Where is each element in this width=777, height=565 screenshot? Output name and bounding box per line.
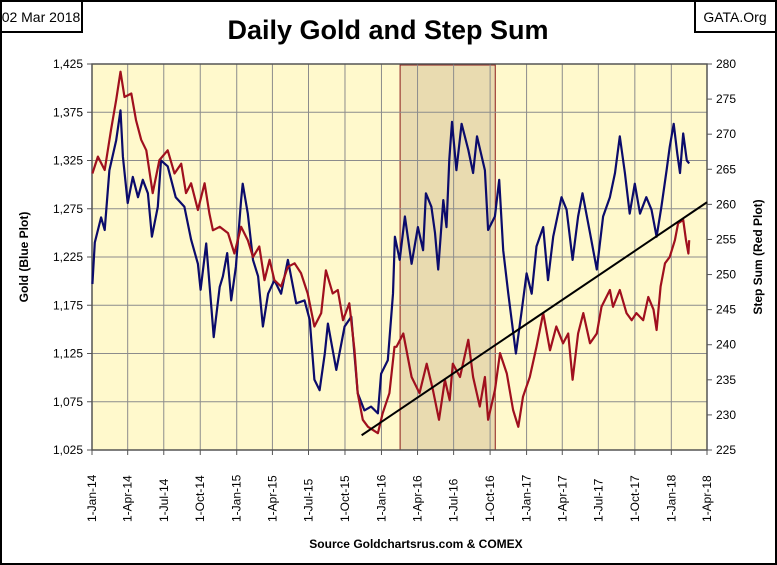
y-tick-label: 1,325 [53,154,83,168]
x-tick-label: 1-Jan-17 [520,474,534,522]
date-label: 02 Mar 2018 [2,9,81,25]
x-tick-label: 1-Jul-15 [301,478,315,522]
chart-title: Daily Gold and Step Sum [227,15,548,45]
y-tick-label: 1,075 [53,395,83,409]
x-tick-label: 1-Apr-17 [555,475,569,522]
y2-tick-label: 265 [716,162,736,176]
y2-tick-label: 250 [716,268,736,282]
y2-tick-label: 275 [716,92,736,106]
y2-tick-label: 280 [716,57,736,71]
y2-tick-label: 230 [716,408,736,422]
y-tick-label: 1,225 [53,250,83,264]
y-tick-label: 1,375 [53,105,83,119]
y-tick-label: 1,125 [53,347,83,361]
x-tick-label: 1-Jan-15 [230,474,244,522]
y2-tick-label: 260 [716,197,736,211]
date-box [0,0,83,33]
gold-price-line [91,109,691,415]
y2-tick-label: 225 [716,443,736,457]
step-sum-line [91,70,691,435]
y-axis-label: Gold (Blue Plot) [17,212,31,303]
source-box [694,0,777,33]
plot-area: 1-Jan-14 1-Apr-14 1-Jul-14 1-Oct-14 1-Jan-15… [53,57,736,522]
x-tick-label: 1-Oct-16 [483,475,497,522]
y-tick-label: 1,275 [53,202,83,216]
trend-line [361,201,708,437]
y2-axis-label: Step Sum (Red Plot) [751,199,765,314]
x-tick-label: 1-Jan-16 [374,474,388,522]
x-tick-label: 1-Jul-17 [591,478,605,522]
y2-tick-label: 255 [716,232,736,246]
y-tick-label: 1,025 [53,443,83,457]
x-tick-label: 1-Jan-18 [664,474,678,522]
y-tick-label: 1,425 [53,57,83,71]
x-tick-label: 1-Jan-14 [85,474,99,522]
y-tick-label: 1,175 [53,298,83,312]
x-tick-label: 1-Apr-18 [700,475,714,522]
y2-tick-label: 240 [716,338,736,352]
plot-frame [91,63,708,451]
x-tick-label: 1-Apr-16 [411,475,425,522]
gata-label: GATA.Org [703,9,766,25]
y2-tick-label: 235 [716,373,736,387]
x-tick-label: 1-Oct-17 [628,475,642,522]
x-tick-label: 1-Oct-14 [193,475,207,522]
y2-tick-label: 245 [716,303,736,317]
x-tick-label: 1-Oct-15 [338,475,352,522]
x-tick-label: 1-Jul-14 [157,478,171,522]
x-tick-label: 1-Jul-16 [447,478,461,522]
x-tick-label: 1-Apr-14 [121,475,135,522]
x-axis-label: Source Goldchartsrus.com & COMEX [309,537,522,551]
x-tick-label: 1-Apr-15 [265,475,279,522]
y2-tick-label: 270 [716,127,736,141]
